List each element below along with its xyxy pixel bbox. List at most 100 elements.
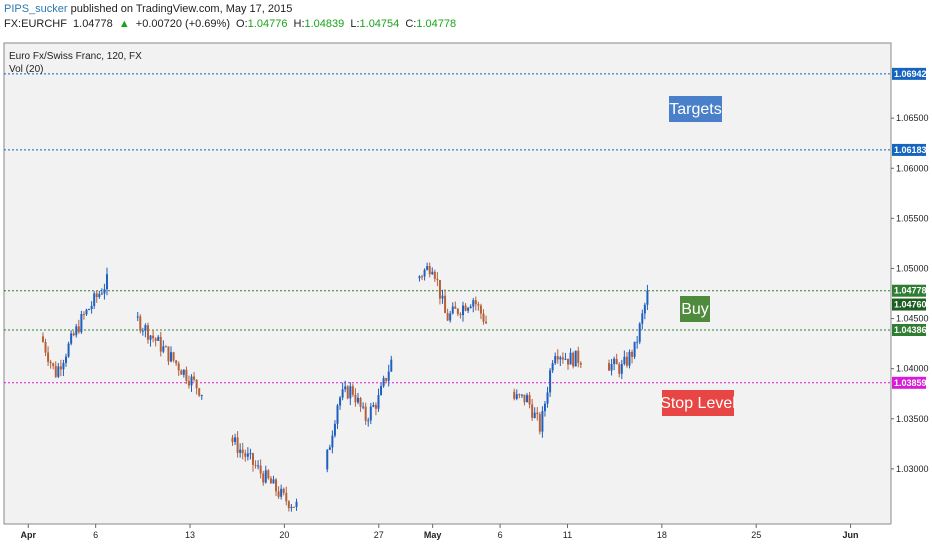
candle-body: [146, 325, 149, 340]
time-tick-label: 27: [374, 530, 384, 540]
candle-body: [44, 341, 47, 353]
candle-body: [280, 488, 283, 497]
candle-body: [474, 300, 477, 305]
candle-body: [520, 394, 523, 396]
candle-body: [531, 404, 534, 418]
candle-body: [170, 352, 173, 362]
candle-body: [569, 352, 572, 365]
username-link[interactable]: PIPS_sucker: [4, 3, 68, 15]
candle-body: [372, 404, 375, 407]
published-text: published on TradingView.com, May 17, 20…: [70, 3, 293, 15]
candle-body: [428, 266, 431, 275]
candle-body: [613, 358, 616, 364]
candle-body: [526, 395, 529, 403]
candle-body: [103, 289, 106, 294]
candle-body: [464, 305, 467, 311]
close-label: C:: [405, 18, 417, 30]
candle-body: [331, 435, 334, 448]
candle-body: [41, 336, 44, 342]
candle-body: [533, 412, 536, 418]
candle-body: [633, 341, 636, 357]
candle-body: [459, 313, 462, 316]
price-tick-label: 1.04000: [896, 364, 929, 374]
open-label: O:: [236, 18, 248, 30]
candle-body: [152, 335, 155, 339]
candle-body: [59, 366, 62, 370]
candle-body: [180, 370, 183, 375]
candle-body: [187, 380, 190, 386]
time-tick-label: 11: [563, 530, 572, 540]
candle-body: [618, 364, 621, 374]
candle-body: [423, 269, 426, 277]
time-tick-label: 6: [93, 530, 98, 540]
candle-body: [185, 369, 188, 381]
price-badges: 1.06942 1.06183 1.04778 1.04386 1.03859 1.047…: [892, 67, 927, 389]
level-price-badge: [892, 284, 926, 297]
publish-line: PIPS_sucker published on TradingView.com,…: [4, 2, 924, 17]
time-tick-label: 18: [657, 530, 667, 540]
high-label: H:: [293, 18, 305, 30]
candle-body: [561, 357, 564, 360]
candle-body: [154, 338, 157, 341]
candle-body: [564, 358, 567, 360]
candle-body: [175, 360, 178, 364]
candle-body: [234, 437, 237, 443]
time-tick-label: 25: [751, 530, 761, 540]
candle-body: [554, 356, 557, 364]
candle-body: [462, 305, 465, 316]
candle-body: [625, 356, 628, 366]
candle-body: [349, 386, 352, 399]
candle-body: [451, 306, 454, 314]
candle-body: [136, 316, 139, 318]
annotation-box[interactable]: [680, 296, 710, 322]
candle-body: [257, 465, 260, 467]
plot-area[interactable]: [3, 42, 892, 525]
price-tick-label: 1.06500: [896, 113, 929, 123]
candle-body: [643, 304, 646, 314]
candle-body: [369, 406, 372, 421]
volume-indicator-label[interactable]: Vol (20): [9, 64, 43, 75]
candle-body: [259, 465, 262, 474]
candle-body: [67, 343, 70, 357]
candle-body: [292, 506, 295, 508]
candle-body: [556, 356, 559, 360]
chart-header: PIPS_sucker published on TradingView.com,…: [4, 2, 924, 36]
annotation-box[interactable]: [669, 96, 722, 122]
price-tick-label: 1.05000: [896, 263, 929, 273]
candle-body: [287, 501, 290, 509]
candle-body: [577, 350, 580, 364]
candle-body: [167, 346, 170, 362]
low-value: 1.04754: [359, 18, 400, 30]
candle-body: [93, 293, 96, 306]
price-tick-label: 1.05500: [896, 213, 929, 223]
candle-body: [364, 406, 367, 421]
candle-body: [339, 397, 342, 406]
candle-body: [469, 306, 472, 308]
candle-body: [275, 479, 278, 492]
candle-body: [615, 358, 618, 365]
candle-body: [607, 363, 610, 371]
candle-body: [380, 386, 383, 396]
candle-body: [80, 314, 83, 333]
candle-body: [438, 280, 441, 299]
price-axis: 1.06500 1.06000 1.05500 1.05000 1.04500 1.040…: [891, 113, 929, 474]
candle-body: [528, 395, 531, 405]
candle-body: [157, 336, 160, 341]
candle-body: [421, 276, 424, 278]
candle-body: [367, 420, 370, 422]
candle-body: [282, 488, 285, 493]
level-price-label: 1.06183: [894, 145, 927, 155]
price-chart[interactable]: 1.06500 1.06000 1.05500 1.05000 1.04500 1.040…: [0, 38, 932, 550]
candle-body: [272, 479, 275, 484]
candle-body: [431, 271, 434, 275]
annotations[interactable]: Targets Buy Stop Level: [660, 96, 736, 416]
candle-body: [641, 313, 644, 324]
candle-body: [236, 437, 239, 453]
candle-body: [472, 300, 475, 307]
candle-body: [341, 389, 344, 398]
candle-body: [172, 352, 175, 361]
open-value: 1.04776: [247, 18, 288, 30]
annotation-box[interactable]: [662, 390, 734, 416]
level-price-badge: [892, 143, 926, 156]
candle-body: [70, 333, 73, 344]
